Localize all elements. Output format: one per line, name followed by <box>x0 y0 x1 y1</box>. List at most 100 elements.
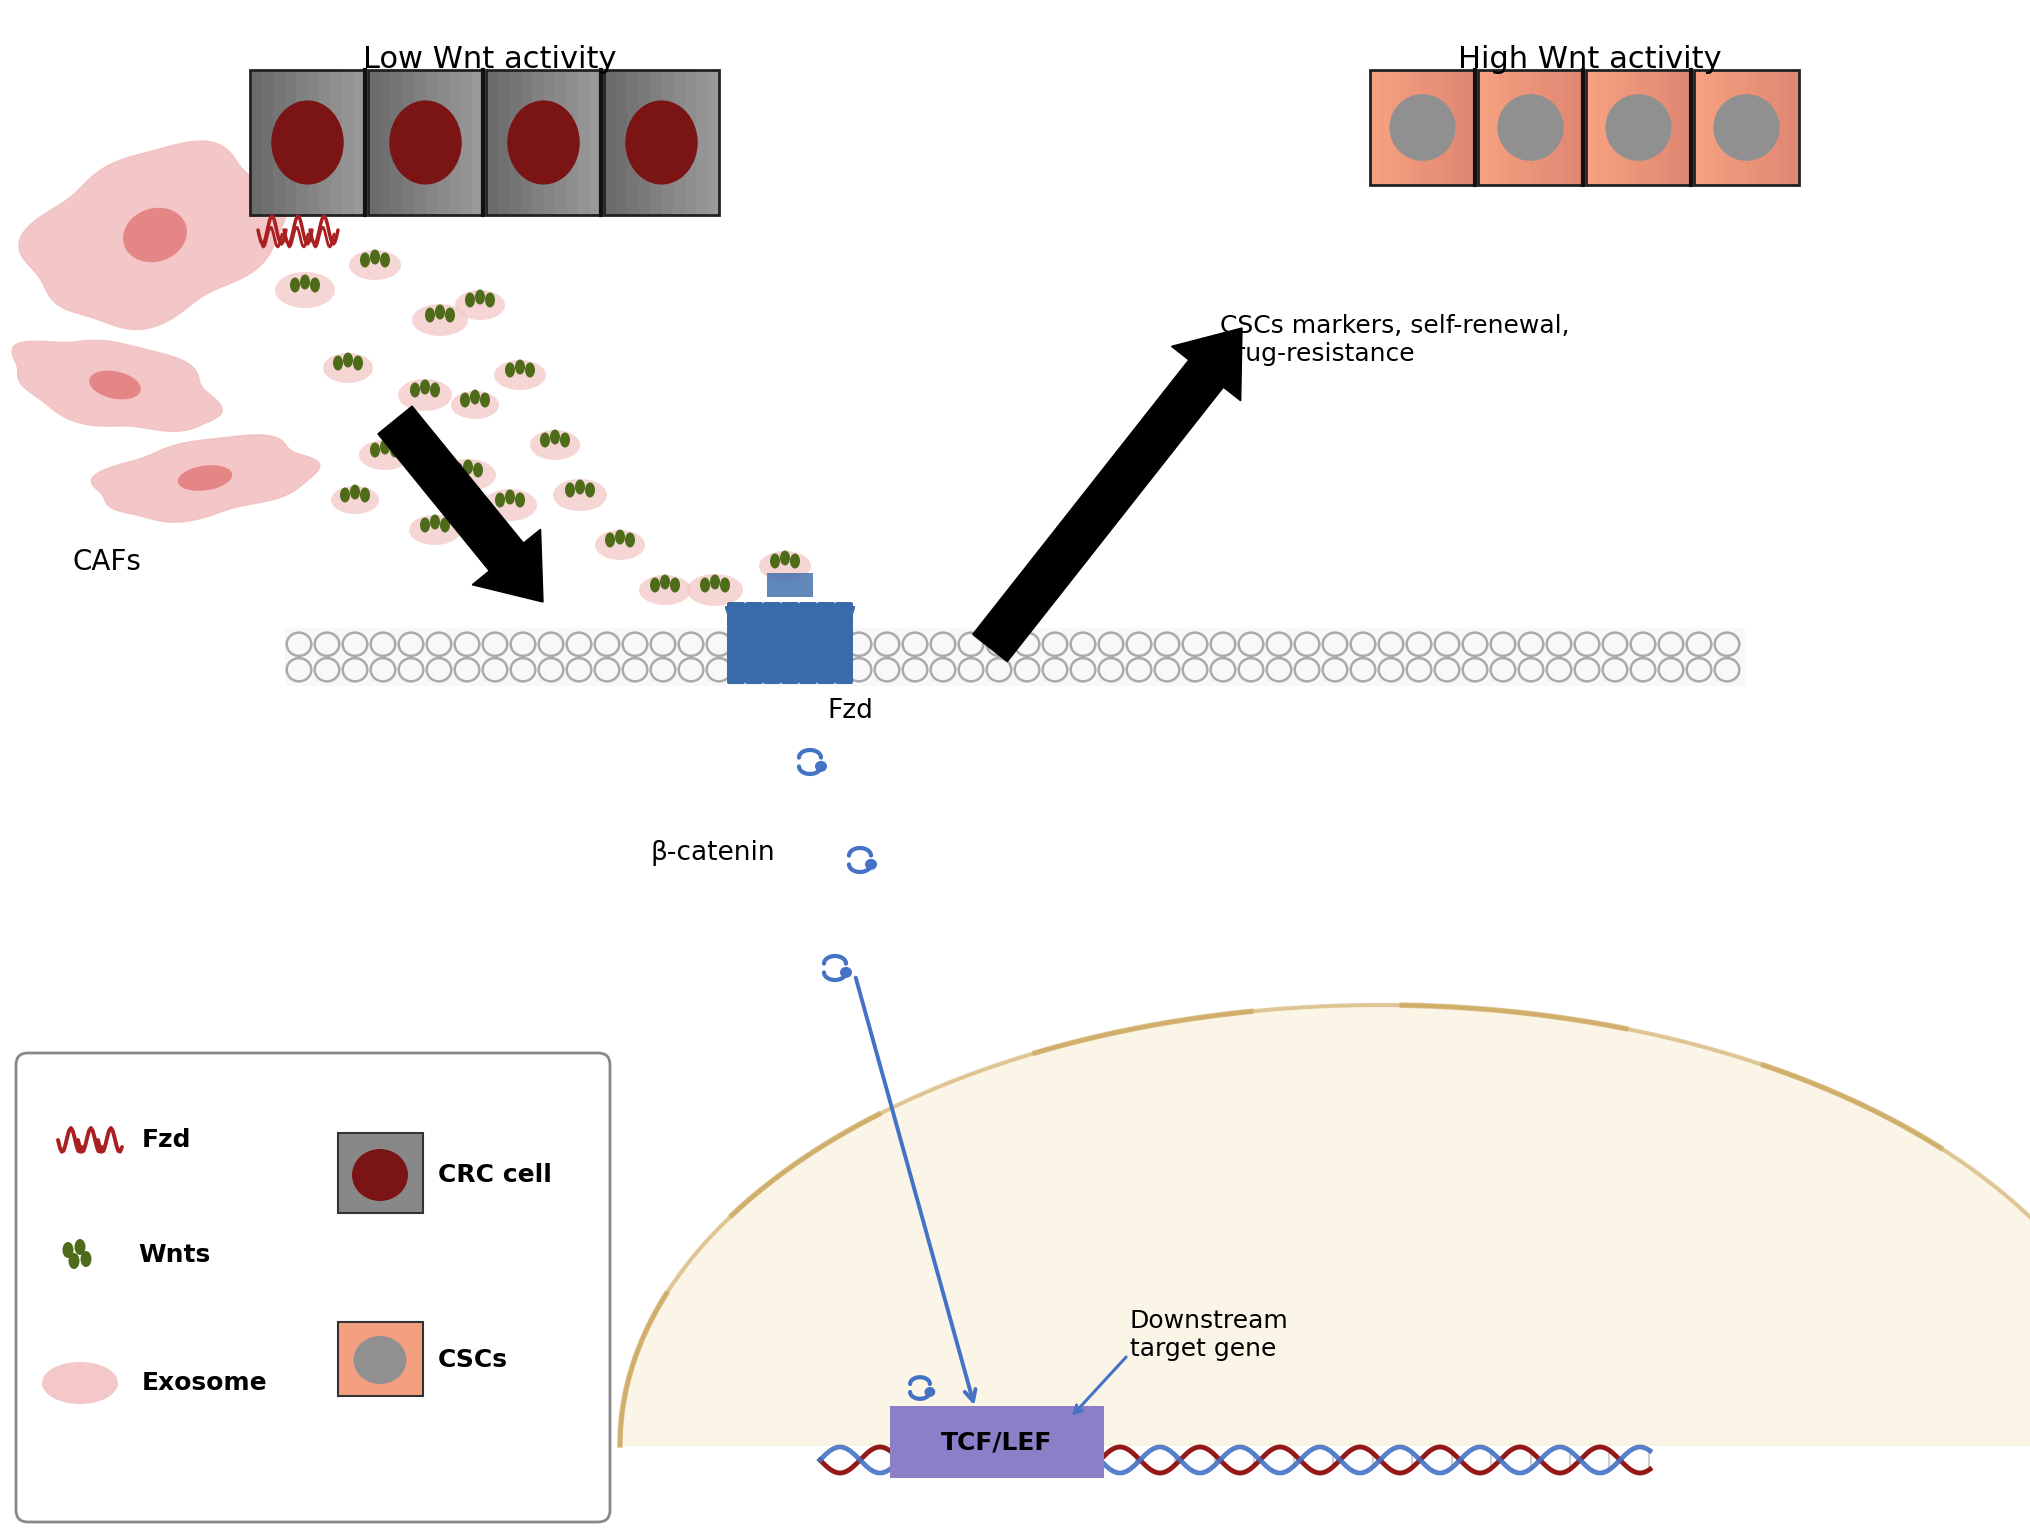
Ellipse shape <box>420 379 430 394</box>
Bar <box>341 69 353 216</box>
Bar <box>672 69 684 216</box>
Ellipse shape <box>359 440 410 470</box>
FancyBboxPatch shape <box>767 573 812 598</box>
Ellipse shape <box>465 293 475 308</box>
Ellipse shape <box>483 490 536 521</box>
Bar <box>1391 69 1401 185</box>
Bar <box>307 69 319 216</box>
Ellipse shape <box>430 514 441 530</box>
Ellipse shape <box>331 487 380 514</box>
Bar <box>1693 69 1703 185</box>
Ellipse shape <box>473 462 483 477</box>
Bar <box>706 69 719 216</box>
Bar <box>1726 69 1736 185</box>
Bar <box>1736 69 1746 185</box>
Ellipse shape <box>605 533 615 548</box>
Ellipse shape <box>840 967 851 978</box>
Bar <box>1606 69 1616 185</box>
Text: CSCs: CSCs <box>438 1348 508 1372</box>
Ellipse shape <box>1496 94 1563 160</box>
Bar <box>250 69 262 216</box>
Ellipse shape <box>516 493 524 508</box>
Bar <box>1561 69 1571 185</box>
Bar <box>544 69 554 216</box>
FancyBboxPatch shape <box>889 1406 1104 1478</box>
Bar <box>1518 69 1531 185</box>
Ellipse shape <box>424 308 434 322</box>
Text: Low Wnt activity: Low Wnt activity <box>363 45 617 74</box>
Ellipse shape <box>81 1250 91 1267</box>
Ellipse shape <box>333 356 343 371</box>
Text: Downstream
target gene: Downstream target gene <box>1129 1309 1289 1361</box>
Ellipse shape <box>670 578 680 593</box>
FancyBboxPatch shape <box>16 1053 609 1522</box>
Bar <box>566 69 579 216</box>
Bar <box>414 69 426 216</box>
Bar <box>1464 69 1474 185</box>
Bar <box>471 69 483 216</box>
Polygon shape <box>12 340 221 431</box>
Ellipse shape <box>769 553 780 568</box>
Bar <box>1551 69 1561 185</box>
Ellipse shape <box>780 550 790 565</box>
Bar <box>436 69 449 216</box>
Ellipse shape <box>434 305 445 319</box>
Ellipse shape <box>353 1337 406 1384</box>
Bar <box>367 69 380 216</box>
Ellipse shape <box>272 100 343 185</box>
FancyBboxPatch shape <box>816 602 834 684</box>
Bar <box>1713 69 1726 185</box>
Ellipse shape <box>625 100 698 185</box>
Ellipse shape <box>441 517 451 533</box>
Ellipse shape <box>69 1254 79 1269</box>
Bar <box>1478 69 1488 185</box>
Text: CRC cell: CRC cell <box>438 1163 552 1187</box>
Bar <box>331 69 341 216</box>
Bar <box>1766 69 1776 185</box>
Bar <box>353 69 365 216</box>
FancyBboxPatch shape <box>782 602 798 684</box>
Bar <box>627 69 637 216</box>
Bar <box>1370 69 1474 185</box>
Bar <box>1648 69 1659 185</box>
Bar <box>1508 69 1518 185</box>
FancyBboxPatch shape <box>727 602 745 684</box>
Bar <box>250 69 365 216</box>
Ellipse shape <box>686 574 743 607</box>
Bar <box>1788 69 1799 185</box>
Bar <box>392 69 402 216</box>
Bar <box>615 69 627 216</box>
Bar <box>272 69 284 216</box>
Text: β-catenin: β-catenin <box>650 839 773 865</box>
Bar <box>402 69 414 216</box>
Bar <box>589 69 601 216</box>
Ellipse shape <box>453 462 463 477</box>
Ellipse shape <box>1604 94 1671 160</box>
Bar <box>1488 69 1498 185</box>
Bar <box>485 69 497 216</box>
Ellipse shape <box>700 578 710 593</box>
Ellipse shape <box>924 1388 936 1397</box>
Bar <box>1679 69 1691 185</box>
Bar <box>1638 69 1648 185</box>
Ellipse shape <box>349 485 359 499</box>
Ellipse shape <box>595 530 646 561</box>
Bar <box>1498 69 1508 185</box>
Ellipse shape <box>369 442 380 457</box>
Bar <box>337 1321 422 1395</box>
Ellipse shape <box>585 482 595 497</box>
Text: CAFs: CAFs <box>71 548 140 576</box>
Ellipse shape <box>380 253 390 268</box>
Bar <box>684 69 696 216</box>
Ellipse shape <box>351 1149 408 1201</box>
Ellipse shape <box>339 488 349 502</box>
Ellipse shape <box>390 442 400 457</box>
Ellipse shape <box>759 551 810 581</box>
Ellipse shape <box>420 517 430 533</box>
Ellipse shape <box>485 293 495 308</box>
Ellipse shape <box>505 362 516 377</box>
Ellipse shape <box>459 393 469 408</box>
Ellipse shape <box>412 303 467 336</box>
Ellipse shape <box>530 430 581 460</box>
FancyBboxPatch shape <box>763 602 782 684</box>
